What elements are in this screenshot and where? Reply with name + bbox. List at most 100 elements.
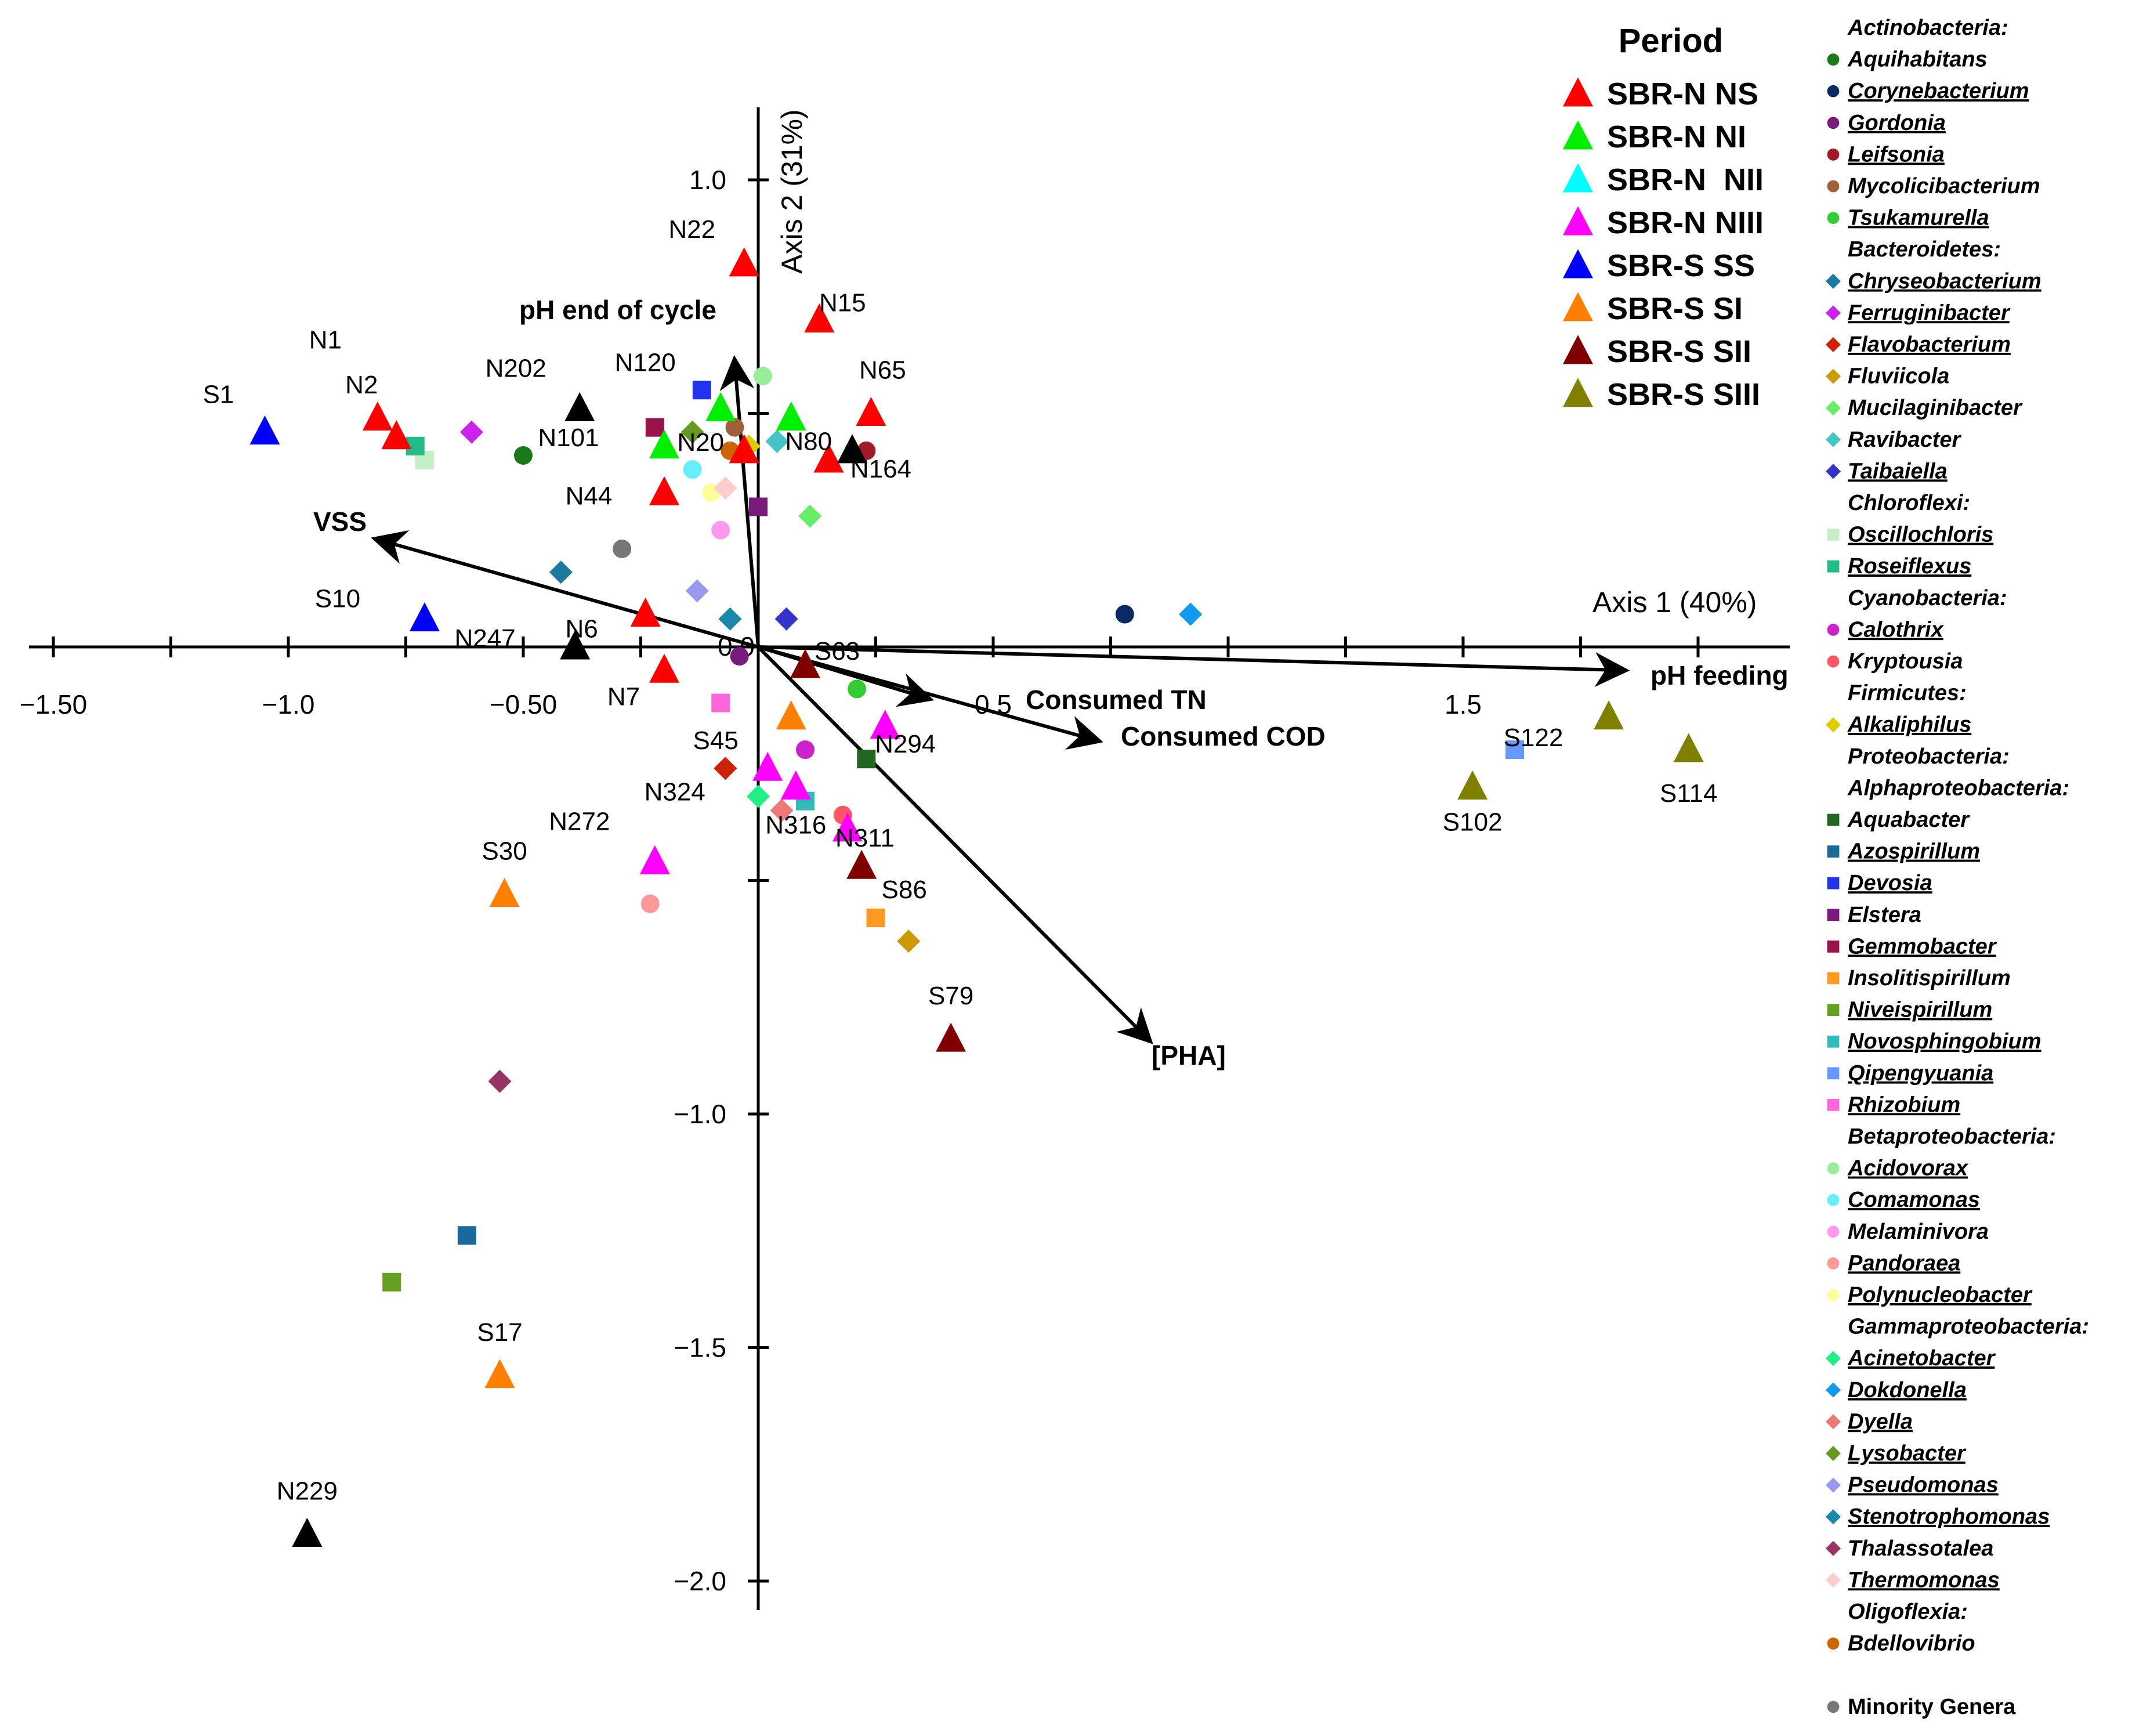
genus-point-chryseobacterium [549, 560, 573, 584]
sample-label-s30: S30 [482, 837, 527, 866]
legend-marker-alkaliphilus [1826, 717, 1841, 733]
legend-marker-azospirillum [1827, 845, 1840, 858]
sample-point-n80 [776, 401, 806, 431]
legend-marker-lysobacter [1826, 1446, 1841, 1461]
genus-point-gordonia [730, 647, 749, 666]
legend-genus-taibaiella: Taibaiella [1848, 459, 1948, 483]
sample-label-s114: S114 [1660, 779, 1718, 808]
sample-point-s30 [489, 878, 520, 907]
legend-marker-flavobacterium [1826, 337, 1841, 352]
legend-genus-acinetobacter: Acinetobacter [1847, 1346, 1996, 1370]
sample-point-n272 [639, 845, 670, 874]
sample-point-s114 [1673, 733, 1704, 762]
legend-period-label-sbr-s-si: SBR-S SI [1607, 291, 1743, 326]
sample-point-s17 [484, 1359, 515, 1388]
sample-label-s63: S63 [815, 637, 860, 666]
vector-ph-end-of-cycle [719, 355, 760, 648]
legend-period-marker-sbr-n-nii [1563, 163, 1593, 193]
sample-point-n2 [381, 420, 412, 450]
sample-label-n2: N2 [345, 371, 378, 399]
legend-genus-pandoraea: Pandoraea [1848, 1251, 1960, 1275]
sample-point-s45 [776, 700, 806, 730]
genera-layer [382, 367, 1525, 1292]
legend-genus-fluviicola: Fluviicola [1848, 364, 1949, 389]
legend-genus-pseudomonas: Pseudomonas [1848, 1473, 1999, 1498]
legend-marker-chryseobacterium [1826, 273, 1841, 289]
genus-point-dyella [770, 798, 794, 822]
vector-label-ph-feeding: pH feeding [1650, 660, 1789, 690]
genus-point-thermomonas [714, 476, 737, 500]
legend-marker-pseudomonas [1826, 1477, 1841, 1493]
sample-label-s79: S79 [928, 982, 973, 1010]
x-tick-label: 1.5 [1445, 689, 1482, 719]
legend-genus-alkaliphilus: Alkaliphilus [1847, 713, 1971, 737]
genus-point-comamonas [683, 460, 702, 479]
sample-point-n324 [752, 751, 783, 781]
legend-genus-calothrix: Calothrix [1848, 617, 1945, 642]
sample-point-n164 [813, 443, 844, 473]
legend-genus-chryseobacterium: Chryseobacterium [1848, 269, 2041, 294]
sample-label-n202: N202 [486, 354, 546, 382]
x-tick-label: −0.50 [490, 689, 557, 719]
genus-point-flavobacterium [714, 757, 737, 780]
legend-genus-oscillochloris: Oscillochloris [1848, 523, 1993, 547]
legend-period-label-sbr-s-ss: SBR-S SS [1607, 248, 1755, 283]
sample-point-s102 [1457, 770, 1488, 800]
y-tick-label: −1.5 [674, 1333, 726, 1363]
sample-point-s79 [936, 1022, 967, 1052]
legend-heading-bacteroidetes: Bacteroidetes: [1848, 237, 2001, 262]
legend-heading-cyanobacteria: Cyanobacteria: [1848, 586, 2007, 610]
legend-marker-kryptousia [1827, 655, 1840, 668]
vector-label-consumed-cod: Consumed COD [1121, 721, 1326, 751]
legend-marker-corynebacterium [1827, 85, 1840, 97]
sample-label-s17: S17 [477, 1318, 522, 1347]
legend-period-marker-sbr-n-niii [1563, 206, 1593, 236]
genus-point-lysobacter [680, 420, 704, 444]
genus-point-acidovorax [754, 367, 773, 386]
genus-point-elstera [749, 497, 768, 516]
legend-marker-aquabacter [1827, 813, 1840, 826]
legend-marker-mycolicibacterium [1827, 180, 1840, 193]
legend-genus-mycolicibacterium: Mycolicibacterium [1848, 174, 2040, 198]
vector-ph-feeding [758, 645, 1630, 687]
legend-marker-fluviicola [1826, 368, 1841, 384]
legend-marker-niveispirillum [1827, 1004, 1840, 1016]
sample-label-s10: S10 [315, 585, 360, 613]
legend-marker-gemmobacter [1827, 941, 1840, 953]
sample-point-n7 [649, 653, 679, 683]
vector-label-consumed-tn: Consumed TN [1026, 685, 1207, 715]
genus-point-minority-genera [613, 539, 632, 558]
genus-point-melaminivora [711, 520, 730, 540]
sample-point-n15 [804, 303, 835, 332]
sample-point-s10 [409, 602, 440, 632]
legend-genus-aquihabitans: Aquihabitans [1847, 48, 1988, 72]
sample-label-n20: N20 [677, 428, 724, 457]
genus-point-calothrix [796, 740, 815, 760]
legend-period-title: Period [1619, 22, 1724, 60]
legend-genus-kryptousia: Kryptousia [1848, 649, 1963, 674]
legend-marker-dyella [1826, 1414, 1841, 1430]
y-tick-label: −2.0 [674, 1566, 726, 1596]
sample-point-n101 [649, 429, 679, 459]
legend-marker-rhizobium [1827, 1099, 1840, 1111]
legend-marker-calothrix [1827, 624, 1840, 636]
legend-period-label-sbr-n-ns: SBR-N NS [1607, 77, 1758, 111]
genus-point-taibaiella [774, 607, 798, 631]
genus-point-devosia [692, 381, 711, 400]
legend-genus-qipengyuania: Qipengyuania [1848, 1061, 1993, 1086]
legend-genus-elstera: Elstera [1848, 903, 1921, 927]
legend-marker-qipengyuania [1827, 1067, 1840, 1080]
genus-point-qipengyuania [1505, 740, 1525, 760]
sample-label-n324: N324 [645, 777, 705, 806]
genus-point-pandoraea [640, 894, 660, 913]
legend-genus-polynucleobacter: Polynucleobacter [1848, 1283, 2033, 1307]
sample-label-s122: S122 [1504, 724, 1563, 752]
legend-genus-roseiflexus: Roseiflexus [1848, 554, 1971, 578]
legend-genus-niveispirillum: Niveispirillum [1848, 998, 1992, 1022]
legend-period-marker-sbr-n-ni [1563, 120, 1593, 150]
sample-point-n20 [729, 434, 759, 464]
genus-point-gemmobacter [645, 418, 664, 437]
x-tick-label: −1.50 [20, 689, 87, 719]
legend-genus-mucilaginibacter: Mucilaginibacter [1848, 396, 2023, 420]
legend-period-marker-sbr-n-ns [1563, 77, 1593, 107]
